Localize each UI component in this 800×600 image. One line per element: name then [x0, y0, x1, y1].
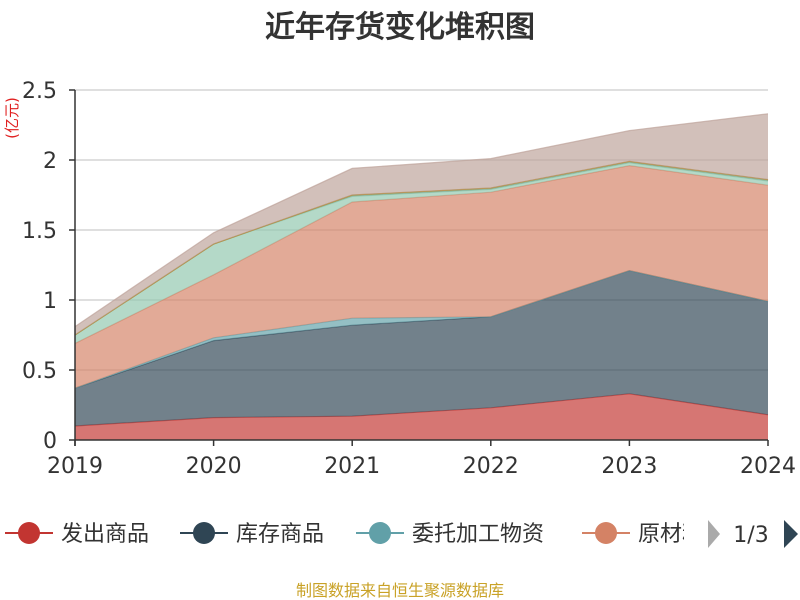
x-tick-label: 2022 — [463, 454, 519, 479]
legend-circle-icon — [369, 522, 391, 544]
area-series-1[interactable] — [75, 270, 768, 426]
legend-item[interactable]: 库存商品 — [180, 522, 324, 547]
legend-circle-icon — [18, 522, 40, 544]
y-tick-label: 2.5 — [22, 79, 57, 104]
y-axis-unit: (亿元) — [3, 97, 21, 139]
legend-prev-page-icon[interactable] — [708, 520, 720, 548]
legend-label: 发出商品 — [61, 522, 149, 547]
legend: 发出商品 库存商品 委托加工物资 原材料 — [5, 522, 704, 547]
x-tick-label: 2021 — [324, 454, 380, 479]
legend-page-indicator: 1/3 — [733, 523, 768, 548]
y-tick-label: 0.5 — [22, 359, 57, 384]
x-tick-label: 2024 — [740, 454, 796, 479]
legend-label: 原材料 — [638, 522, 704, 547]
y-tick-label: 1 — [43, 289, 57, 314]
x-tick-label: 2019 — [47, 454, 103, 479]
x-tick-label: 2023 — [601, 454, 657, 479]
y-tick-label: 0 — [43, 429, 57, 454]
legend-item[interactable]: 发出商品 — [5, 522, 149, 547]
legend-label: 委托加工物资 — [412, 522, 544, 547]
axes: 0 0.5 1 1.5 2 2.5 2019 2020 2021 2022 2023 2024 — [22, 79, 796, 479]
data-source-note: 制图数据来自恒生聚源数据库 — [296, 581, 504, 600]
area-series-4[interactable] — [75, 162, 768, 344]
y-tick-label: 1.5 — [22, 219, 57, 244]
area-series-0[interactable] — [75, 393, 768, 440]
legend-pager: 1/3 — [708, 520, 798, 548]
legend-next-page-icon[interactable] — [784, 520, 798, 548]
chart-title: 近年存货变化堆积图 — [265, 10, 535, 45]
area-series-3[interactable] — [75, 165, 768, 389]
legend-circle-icon — [595, 522, 617, 544]
area-series-7[interactable] — [75, 113, 768, 335]
legend-item[interactable]: 委托加工物资 — [356, 522, 544, 547]
legend-item[interactable]: 原材料 — [582, 522, 704, 547]
area-series-7-line — [74, 113, 769, 328]
y-tick-label: 2 — [43, 149, 57, 174]
x-tick-label: 2020 — [186, 454, 242, 479]
area-series-group — [74, 113, 769, 440]
legend-circle-icon — [193, 522, 215, 544]
legend-label: 库存商品 — [236, 522, 324, 547]
